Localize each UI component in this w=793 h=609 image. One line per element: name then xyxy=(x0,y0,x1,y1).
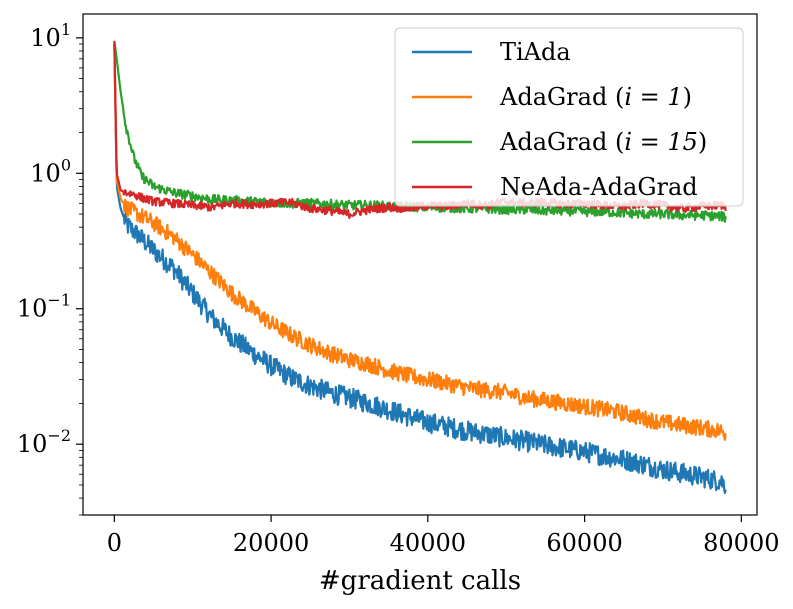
x-tick-label: 60000 xyxy=(546,529,622,557)
y-tick-label: 10−2 xyxy=(17,426,71,458)
legend-label-2: AdaGrad (i = 1) xyxy=(499,83,692,111)
series-line-2 xyxy=(113,44,727,441)
y-tick-label: 101 xyxy=(30,20,71,52)
x-tick-label: 0 xyxy=(107,529,122,557)
y-tick-label: 100 xyxy=(30,155,71,187)
x-tick-label: 80000 xyxy=(703,529,779,557)
y-tick-label: 10−1 xyxy=(17,291,71,323)
legend: TiAda AdaGrad (i = 1) AdaGrad (i = 15) NeAd… xyxy=(394,27,744,207)
legend-label-4: NeAda-AdaGrad xyxy=(500,173,698,201)
series-line-1 xyxy=(113,44,727,495)
ticks-layer: 0 20000 40000 60000 80000 10−2 10−1 100 101 xyxy=(17,20,780,557)
legend-label-1: TiAda xyxy=(500,38,571,66)
x-tick-label: 40000 xyxy=(390,529,466,557)
legend-label-3: AdaGrad (i = 15) xyxy=(499,128,707,156)
x-tick-label: 20000 xyxy=(233,529,309,557)
legend-box xyxy=(394,27,744,207)
x-axis-label: #gradient calls xyxy=(319,566,521,596)
plot-frame xyxy=(82,13,758,516)
